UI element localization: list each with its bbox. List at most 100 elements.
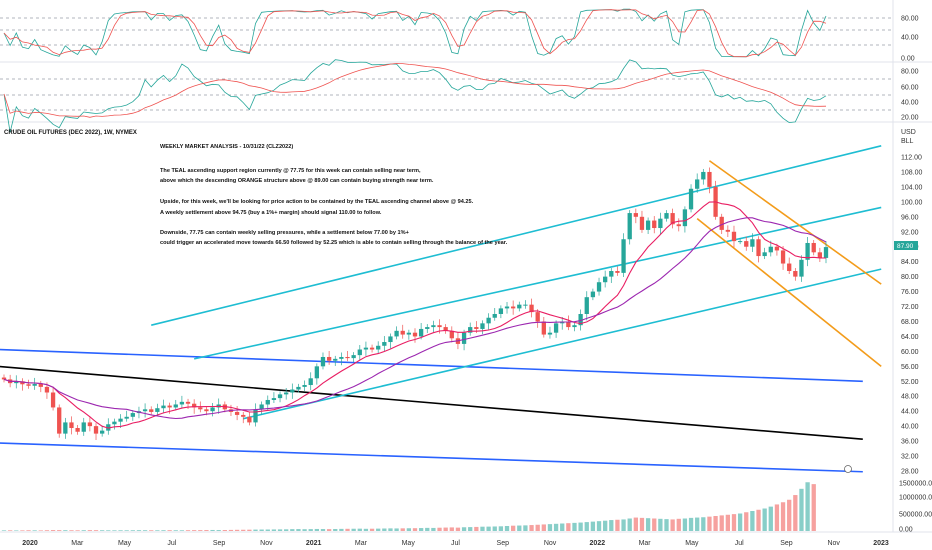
volume-bar xyxy=(320,529,326,531)
candle-body xyxy=(382,342,387,346)
volume-bar xyxy=(627,518,632,531)
black-trend-line[interactable] xyxy=(0,365,863,441)
volume-bar xyxy=(363,528,369,531)
price-tick-label: 36.00 xyxy=(901,439,919,446)
candle-body xyxy=(584,297,589,314)
trend-lines[interactable] xyxy=(0,145,882,473)
time-tick-label: Jul xyxy=(451,540,460,547)
candle-body xyxy=(173,404,178,408)
blue-channel-lower[interactable] xyxy=(0,442,863,473)
candle-body xyxy=(418,328,424,337)
candle-body xyxy=(511,306,516,309)
candle-body xyxy=(363,347,369,350)
orange-channel-upper[interactable] xyxy=(708,160,882,285)
note-title: WEEKLY MARKET ANALYSIS - 10/31/22 (CLZ20… xyxy=(160,144,293,150)
teal-channel-middle[interactable] xyxy=(193,206,882,360)
stoch-tick-label: 40.00 xyxy=(901,35,919,42)
volume-bar xyxy=(339,528,344,531)
candle-body xyxy=(566,321,571,328)
stoch-tick-label: 80.00 xyxy=(901,16,919,23)
volume-tick-label: 1000000.00 xyxy=(899,495,932,502)
time-tick-label: Mar xyxy=(355,540,368,547)
candle-body xyxy=(590,291,596,298)
blue-channel-upper[interactable] xyxy=(0,348,863,383)
candle-body xyxy=(247,416,252,423)
volume-bar xyxy=(87,530,93,531)
volume-bar xyxy=(167,530,172,531)
candle-body xyxy=(179,401,185,405)
volume-bar xyxy=(645,518,651,531)
candle-body xyxy=(69,422,74,429)
time-tick-label: Mar xyxy=(71,540,84,547)
volume-bar xyxy=(210,529,215,531)
volume-bar xyxy=(449,527,454,531)
candle-body xyxy=(578,314,583,326)
candle-body xyxy=(701,171,706,180)
fast-moving-average-line xyxy=(3,201,827,429)
volume-bar xyxy=(670,519,675,531)
candle-body xyxy=(124,416,129,419)
volume-bar xyxy=(265,529,270,531)
volume-bar xyxy=(204,530,209,531)
candle-body xyxy=(492,314,497,318)
volume-bar xyxy=(523,525,528,531)
volume-bar xyxy=(799,488,804,531)
price-tick-label: 100.00 xyxy=(901,199,923,206)
candle-body xyxy=(204,409,209,412)
volume-bar xyxy=(584,522,589,531)
candle-body xyxy=(572,325,577,328)
rsi-tick-label: 40.00 xyxy=(901,100,919,107)
price-tick-label: 112.00 xyxy=(901,155,922,162)
candle-body xyxy=(615,271,620,273)
price-axis[interactable]: USD BLL 112.00 108.00 104.00 100.00 96.00 92.… xyxy=(899,16,932,534)
price-tick-label: 28.00 xyxy=(901,469,919,476)
candle-body xyxy=(38,383,43,387)
candle-body xyxy=(799,259,804,277)
price-tick-label: 56.00 xyxy=(901,364,919,371)
volume-bar xyxy=(142,530,148,531)
time-tick-label: Nov xyxy=(544,540,557,547)
volume-bar xyxy=(326,529,332,531)
candle-body xyxy=(774,246,780,251)
volume-bar xyxy=(707,516,712,531)
candle-body xyxy=(161,405,166,409)
volume-bar xyxy=(388,528,393,531)
volume-bar xyxy=(480,526,485,531)
volume-bar xyxy=(787,499,792,531)
price-tick-label: 52.00 xyxy=(901,379,919,386)
volume-bar xyxy=(461,527,467,531)
candle-body xyxy=(817,252,823,258)
candle-body xyxy=(529,304,534,313)
candle-body xyxy=(333,358,338,361)
orange-channel-lower[interactable] xyxy=(696,218,882,367)
rsi-signal-line xyxy=(3,62,827,118)
volume-bar xyxy=(130,530,135,531)
candle-body xyxy=(155,408,160,412)
volume-bar xyxy=(69,530,74,531)
time-axis[interactable]: 2020 Mar May Jul Sep Nov 2021 Mar May Jul Sep Nov 20… xyxy=(22,540,889,547)
volume-bar xyxy=(118,530,123,531)
candle-body xyxy=(149,409,154,412)
teal-channel-upper[interactable] xyxy=(151,145,882,326)
candle-body xyxy=(443,327,448,331)
volume-bar xyxy=(7,530,13,531)
candle-body xyxy=(517,304,522,309)
candle-body xyxy=(731,231,737,242)
event-marker-icon[interactable] xyxy=(844,465,852,473)
teal-channel-lower[interactable] xyxy=(243,268,882,420)
candle-body xyxy=(504,306,510,309)
volume-bar xyxy=(443,527,448,531)
time-tick-label: May xyxy=(685,540,699,547)
candle-body xyxy=(296,386,301,390)
candle-body xyxy=(603,276,608,283)
price-tick-label: 104.00 xyxy=(901,184,923,191)
candle-body xyxy=(535,312,540,322)
symbol-title[interactable]: CRUDE OIL FUTURES (DEC 2022), 1W, NYMEX xyxy=(4,130,137,136)
volume-bar xyxy=(357,528,362,531)
candle-body xyxy=(639,216,645,230)
volume-bar xyxy=(369,528,375,531)
candle-body xyxy=(498,308,504,314)
candle-body xyxy=(805,242,810,260)
volume-bar xyxy=(633,517,638,531)
